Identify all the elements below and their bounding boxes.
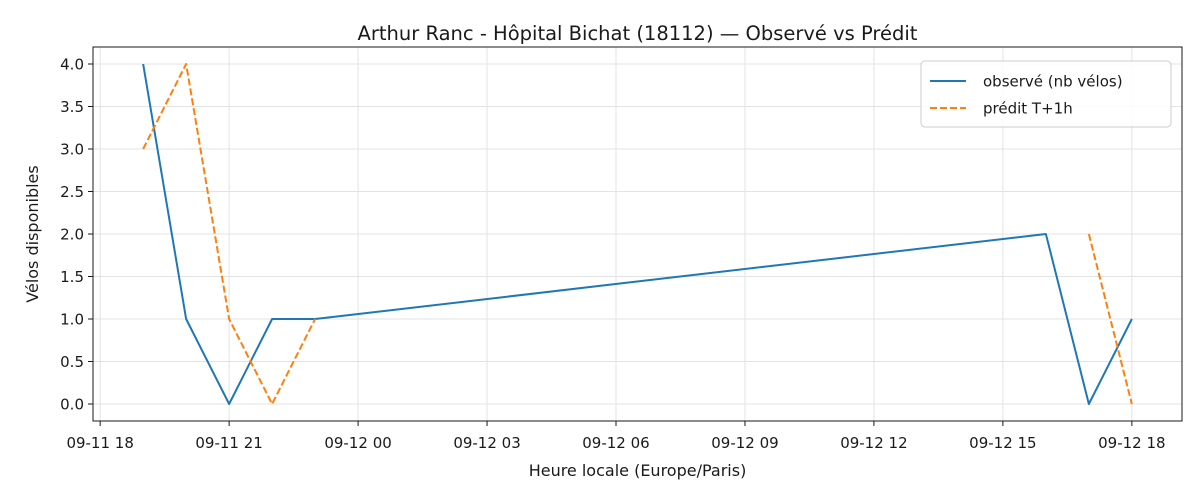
y-tick-label: 4.0 — [60, 56, 84, 74]
y-tick-label: 2.5 — [60, 183, 84, 201]
y-tick-label: 3.5 — [60, 98, 84, 116]
y-tick-label: 1.0 — [60, 311, 84, 329]
series-line — [142, 63, 1133, 405]
legend-label: prédit T+1h — [983, 100, 1073, 118]
x-tick-label: 09-12 12 — [840, 434, 907, 452]
series-line — [1087, 233, 1133, 405]
x-tick-label: 09-11 21 — [195, 434, 262, 452]
legend-label: observé (nb vélos) — [983, 73, 1123, 91]
legend-box — [920, 60, 1172, 128]
x-tick-label: 09-12 15 — [969, 434, 1036, 452]
x-tick-label: 09-12 18 — [1098, 434, 1165, 452]
y-tick-label: 3.0 — [60, 141, 84, 159]
y-tick-label: 0.5 — [60, 353, 84, 371]
x-axis-label: Heure locale (Europe/Paris) — [529, 461, 747, 480]
x-tick-label: 09-12 09 — [711, 434, 778, 452]
y-tick-label: 1.5 — [60, 268, 84, 286]
series-observed — [142, 63, 1133, 405]
y-axis-label: Vélos disponibles — [23, 165, 42, 302]
chart-title: Arthur Ranc - Hôpital Bichat (18112) — O… — [358, 22, 918, 45]
x-tick-label: 09-12 06 — [582, 434, 649, 452]
series-layer — [142, 63, 1133, 405]
legend: observé (nb vélos) prédit T+1h — [920, 60, 1172, 128]
x-tick-label: 09-11 18 — [66, 434, 133, 452]
y-tick-label: 2.0 — [60, 226, 84, 244]
series-predicted — [142, 63, 1133, 405]
series-line — [142, 63, 316, 405]
x-tick-label: 09-12 03 — [453, 434, 520, 452]
y-axis: 0.0 0.5 1.0 1.5 2.0 2.5 3.0 3.5 4.0 — [60, 56, 93, 414]
x-axis: 09-11 18 09-11 21 09-12 00 09-12 03 09-12 06… — [66, 421, 1166, 452]
y-tick-label: 0.0 — [60, 396, 84, 414]
x-tick-label: 09-12 00 — [324, 434, 391, 452]
